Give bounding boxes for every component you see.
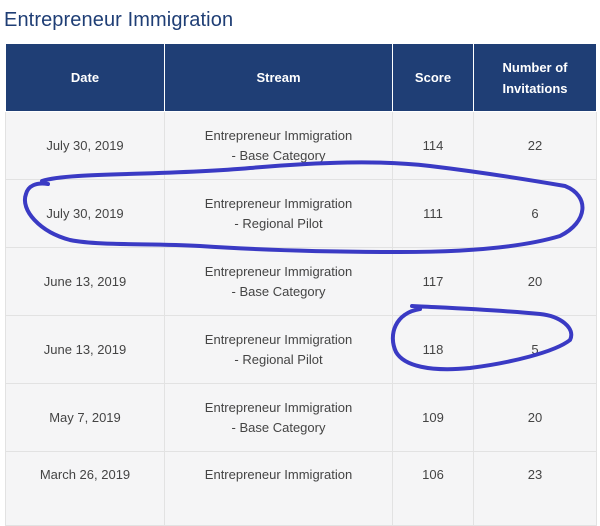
table-row: May 7, 2019 Entrepreneur Immigration - B… [5, 383, 597, 452]
stream-category: - Regional Pilot [234, 215, 323, 231]
cell-date: March 26, 2019 [5, 451, 165, 526]
cell-stream: Entrepreneur Immigration - Regional Pilo… [164, 315, 393, 384]
cell-stream: Entrepreneur Immigration - Base Category [164, 383, 393, 452]
cell-date: July 30, 2019 [5, 179, 165, 248]
header-stream: Stream [164, 44, 393, 112]
cell-stream: Entrepreneur Immigration - Base Category [164, 247, 393, 316]
table-row: June 13, 2019 Entrepreneur Immigration -… [5, 315, 597, 384]
cell-date: June 13, 2019 [5, 247, 165, 316]
cell-score: 114 [392, 111, 474, 180]
stream-name: Entrepreneur Immigration [204, 467, 353, 482]
header-score: Score [392, 44, 474, 112]
cell-stream: Entrepreneur Immigration [164, 451, 393, 526]
stream-category: - Base Category [231, 283, 326, 299]
cell-score: 111 [392, 179, 474, 248]
stream-name: Entrepreneur Immigration [204, 263, 353, 279]
invitations-table: Date Stream Score Number of Invitations … [5, 44, 597, 526]
cell-invitations: 22 [473, 111, 597, 180]
page-title: Entrepreneur Immigration [4, 9, 234, 31]
header-invitations-line1: Number of [502, 59, 568, 75]
cell-invitations: 20 [473, 383, 597, 452]
table-header-row: Date Stream Score Number of Invitations [5, 44, 597, 112]
cell-invitations: 20 [473, 247, 597, 316]
header-invitations-line2: Invitations [502, 80, 568, 96]
header-date: Date [5, 44, 165, 112]
cell-invitations: 23 [473, 451, 597, 526]
stream-name: Entrepreneur Immigration [204, 127, 353, 143]
header-invitations: Number of Invitations [473, 44, 597, 112]
cell-score: 117 [392, 247, 474, 316]
cell-invitations: 6 [473, 179, 597, 248]
table-row: June 13, 2019 Entrepreneur Immigration -… [5, 247, 597, 316]
cell-score: 109 [392, 383, 474, 452]
stream-name: Entrepreneur Immigration [204, 331, 353, 347]
stream-category: - Base Category [231, 147, 326, 163]
table-row: July 30, 2019 Entrepreneur Immigration -… [5, 111, 597, 180]
cell-invitations: 5 [473, 315, 597, 384]
stream-category: - Base Category [231, 419, 326, 435]
table-row: March 26, 2019 Entrepreneur Immigration … [5, 451, 597, 526]
stream-name: Entrepreneur Immigration [204, 195, 353, 211]
cell-score: 118 [392, 315, 474, 384]
cell-stream: Entrepreneur Immigration - Regional Pilo… [164, 179, 393, 248]
cell-date: July 30, 2019 [5, 111, 165, 180]
cell-score: 106 [392, 451, 474, 526]
cell-date: May 7, 2019 [5, 383, 165, 452]
table-row: July 30, 2019 Entrepreneur Immigration -… [5, 179, 597, 248]
cell-stream: Entrepreneur Immigration - Base Category [164, 111, 393, 180]
cell-date: June 13, 2019 [5, 315, 165, 384]
stream-name: Entrepreneur Immigration [204, 399, 353, 415]
stream-category: - Regional Pilot [234, 351, 323, 367]
